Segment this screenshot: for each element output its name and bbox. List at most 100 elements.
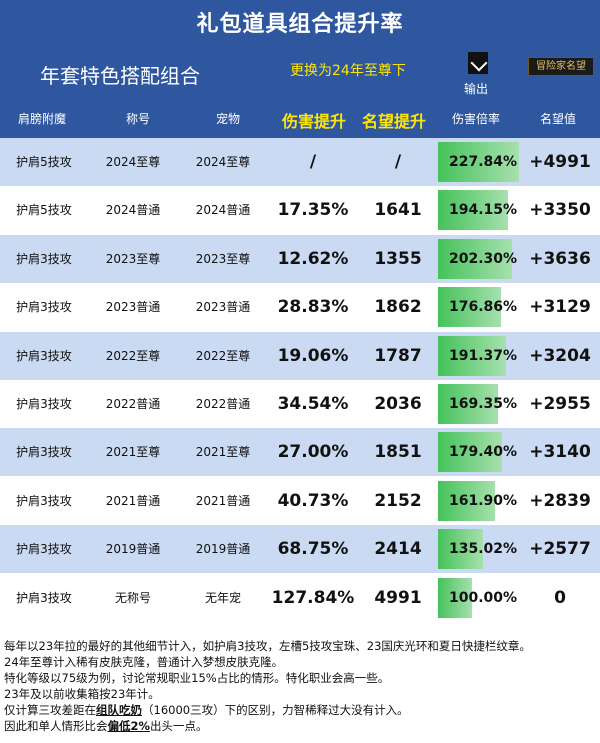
cell-fame-up: 1787: [374, 345, 422, 366]
cell-title: 2022普通: [105, 397, 161, 411]
table-row: 护肩3技攻 2021普通 2021普通 40.73% 2152 161.90% +2839: [0, 476, 600, 525]
cell-fame-up: 1355: [374, 248, 422, 269]
cell-pet: 2024至尊: [195, 155, 251, 169]
cell-dmg-up: 40.73%: [277, 490, 349, 511]
cell-enchant: 护肩5技攻: [16, 203, 72, 218]
note-text: 仅计算三攻差距在: [4, 703, 96, 717]
table-row: 护肩5技攻 2024至尊 2024至尊 / / 227.84% +4991: [0, 138, 600, 186]
ratio-bar: [438, 480, 495, 521]
ratio-bar: [438, 190, 508, 231]
cell-ratio: 227.84%: [448, 154, 518, 170]
note-text: 出头一点。: [150, 719, 208, 733]
table-row: 护肩3技攻 2022至尊 2022至尊 19.06% 1787 191.37% +3204: [0, 331, 600, 380]
table-row: 护肩3技攻 无称号 无年宠 127.84% 4991 100.00% 0: [0, 573, 600, 622]
page-title: 礼包道具组合提升率: [196, 12, 404, 37]
ratio-bar: [438, 142, 519, 182]
cell-dmg-up: 12.62%: [277, 248, 349, 269]
cell-enchant: 护肩3技攻: [16, 445, 72, 460]
cell-pet: 2019普通: [195, 542, 251, 557]
cell-enchant: 护肩3技攻: [16, 348, 72, 363]
note-emphasis: 组队吃奶: [96, 703, 142, 717]
cell-dmg-up: /: [309, 152, 317, 172]
cell-fame: +2577: [529, 539, 591, 560]
export-label[interactable]: 输出: [464, 82, 489, 96]
cell-fame-up: 2152: [374, 490, 422, 511]
cell-pet: 2021普通: [195, 493, 251, 508]
ratio-bar: [438, 287, 501, 328]
cell-fame-up: /: [394, 152, 402, 172]
fame-badge: 冒险家名望: [528, 57, 594, 76]
notes: 每年以23年拉的最好的其他细节计入，如护肩3技攻，左槽5技攻宝珠、23国庆光环和…: [4, 638, 596, 734]
cell-title: 2024普通: [105, 203, 161, 218]
cell-fame: +3204: [529, 345, 591, 366]
cell-fame: +3350: [529, 200, 591, 221]
cell-ratio: 169.35%: [448, 396, 518, 412]
ratio-bar: [438, 432, 502, 473]
note-line: 仅计算三攻差距在组队吃奶（16000三攻）下的区别，力智稀释过大没有计入。: [4, 702, 596, 718]
cell-title: 2021普通: [105, 493, 161, 508]
cell-enchant: 护肩3技攻: [16, 397, 72, 411]
cell-ratio: 202.30%: [448, 250, 518, 267]
cell-pet: 2023至尊: [195, 251, 251, 266]
cell-dmg-up: 19.06%: [277, 345, 349, 366]
cell-title: 2022至尊: [105, 348, 161, 363]
cell-pet: 2022普通: [195, 397, 251, 411]
cell-dmg-up: 28.83%: [277, 297, 349, 318]
cell-title: 2024至尊: [105, 155, 161, 169]
cell-fame: +3636: [529, 248, 591, 269]
cell-fame-up: 2414: [374, 539, 422, 560]
col-enchant: 肩膀附魔: [18, 112, 67, 126]
cell-fame: +2839: [529, 490, 591, 511]
ratio-bar: [438, 529, 483, 570]
cell-dmg-up: 34.54%: [277, 394, 349, 414]
note-line: 每年以23年拉的最好的其他细节计入，如护肩3技攻，左槽5技攻宝珠、23国庆光环和…: [4, 639, 531, 653]
cell-title: 2019普通: [105, 542, 161, 557]
cell-fame-up: 1641: [374, 200, 422, 221]
cell-fame: +3129: [529, 297, 591, 318]
col-title: 称号: [126, 112, 151, 126]
table-row: 护肩5技攻 2024普通 2024普通 17.35% 1641 194.15% +3350: [0, 186, 600, 235]
table-row: 护肩3技攻 2021至尊 2021至尊 27.00% 1851 179.40% +3140: [0, 428, 600, 477]
ratio-bar: [438, 577, 472, 618]
header-banner: 礼包道具组合提升率 年套特色搭配组合 更换为24年至尊下 输出 冒险家名望: [0, 0, 600, 100]
cell-enchant: 护肩3技攻: [16, 251, 72, 266]
column-header-row: 肩膀附魔 称号 宠物 伤害提升 名望提升 伤害倍率 名望值: [0, 100, 600, 138]
table-row: 护肩3技攻 2023至尊 2023至尊 12.62% 1355 202.30% +3636: [0, 234, 600, 283]
note-emphasis: 偏低2%: [107, 719, 151, 733]
note-text: （16000三攻）下的区别，力智稀释过大没有计入。: [142, 703, 409, 717]
cell-pet: 2022至尊: [195, 348, 251, 363]
cell-ratio: 176.86%: [448, 299, 518, 316]
col-pet: 宠物: [216, 112, 241, 126]
cell-title: 2023普通: [105, 300, 161, 315]
ratio-bar: [438, 384, 498, 424]
note-line: 因此和单人情形比会偏低2%出头一点。: [4, 718, 596, 734]
cell-pet: 2023普通: [195, 300, 251, 315]
note-line: 特化等级以75级为例，讨论常规职业15%占比的情形。特化职业会高一些。: [4, 671, 390, 685]
switch-year-link[interactable]: 更换为24年至尊下: [290, 63, 406, 79]
table-row: 护肩3技攻 2022普通 2022普通 34.54% 2036 169.35% +2955: [0, 380, 600, 428]
table-row: 护肩3技攻 2019普通 2019普通 68.75% 2414 135.02% +2577: [0, 525, 600, 574]
cell-dmg-up: 27.00%: [277, 442, 349, 463]
cell-fame-up: 1851: [374, 442, 422, 463]
cell-fame-up: 1862: [374, 297, 422, 318]
cell-enchant: 护肩3技攻: [16, 542, 72, 557]
cell-dmg-up: 68.75%: [277, 539, 349, 560]
cell-dmg-up: 127.84%: [271, 587, 355, 608]
note-line: 23年及以前收集箱按23年计。: [4, 687, 160, 701]
col-ratio: 伤害倍率: [452, 112, 501, 126]
cell-ratio: 135.02%: [448, 541, 518, 558]
cell-title: 2023至尊: [105, 251, 161, 266]
cell-enchant: 护肩5技攻: [16, 155, 72, 169]
cell-title: 2021至尊: [105, 445, 161, 460]
ratio-bar: [438, 335, 506, 376]
cell-dmg-up: 17.35%: [277, 200, 349, 221]
cell-ratio: 194.15%: [448, 202, 518, 219]
cell-pet: 2021至尊: [195, 445, 251, 460]
cell-fame: 0: [554, 587, 566, 608]
cell-enchant: 护肩3技攻: [16, 590, 72, 605]
cell-fame: +4991: [529, 152, 591, 172]
cell-pet: 无年宠: [204, 590, 241, 605]
cell-pet: 2024普通: [195, 203, 251, 218]
col-dmg-up: 伤害提升: [282, 112, 347, 131]
export-icon[interactable]: [468, 52, 488, 74]
